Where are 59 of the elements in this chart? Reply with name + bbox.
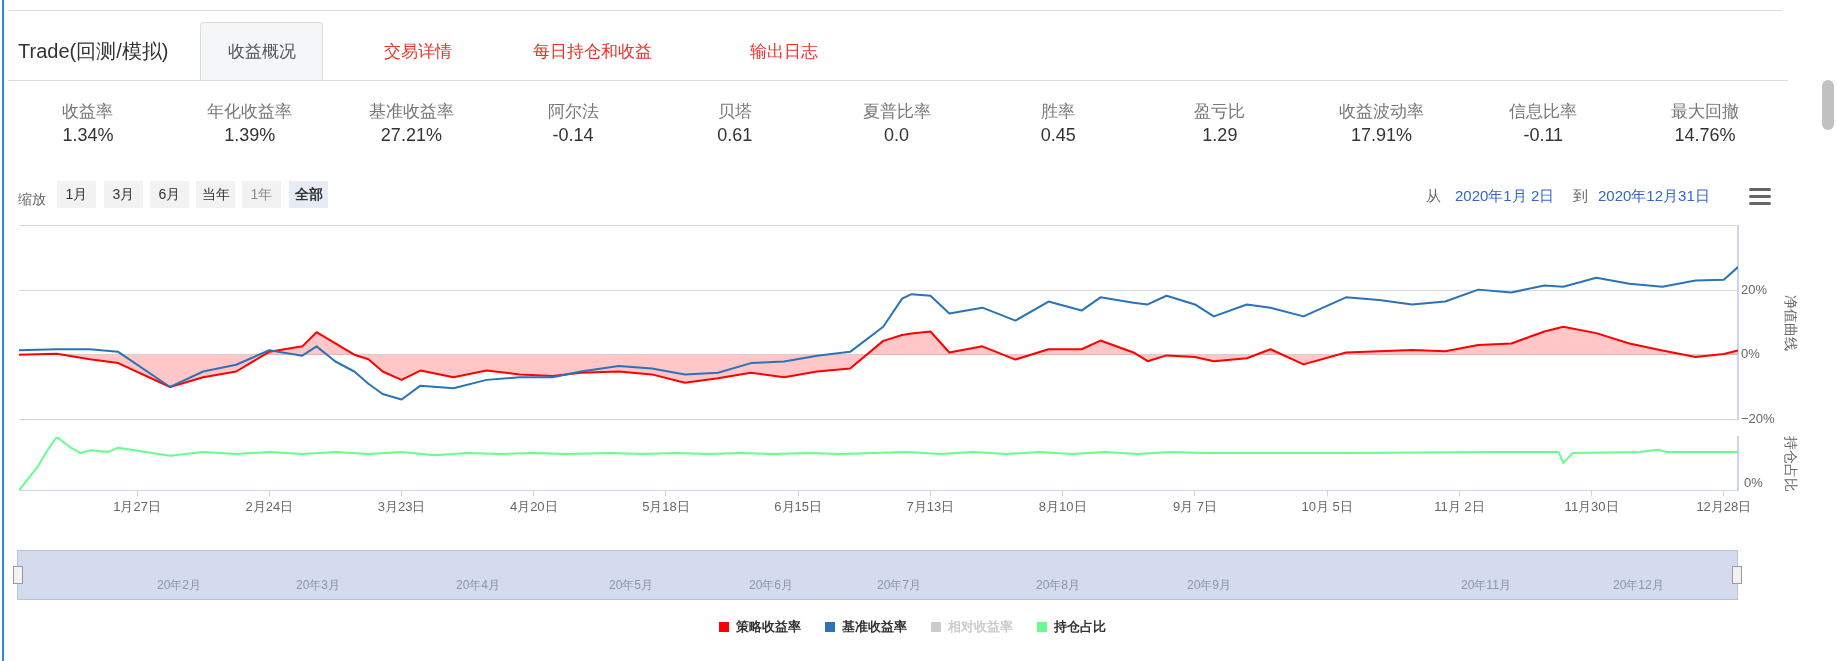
data-label: -0.14 <box>551 125 595 146</box>
x-tick-label: 6月15日 <box>774 498 823 514</box>
category-label: 贝塔 <box>717 101 753 123</box>
x-tick-label: 12月28日 <box>1696 498 1752 514</box>
x-tick-label: 9月 7日 <box>1172 498 1217 514</box>
text: 交易详情 <box>384 41 452 63</box>
category-label: 收益率 <box>62 101 114 123</box>
data-label: 1.34% <box>62 125 114 146</box>
text: 2020年1月 2日 <box>1455 187 1555 206</box>
x-tick-label: 4月20日 <box>509 498 558 514</box>
legend-label: 持仓占比 <box>1054 618 1106 636</box>
text: 2020年12月31日 <box>1598 187 1710 206</box>
text: 6月 <box>150 181 189 208</box>
legend-label: 策略收益率 <box>736 618 801 636</box>
x-tick-label: 5月18日 <box>642 498 690 514</box>
data-label: -0.11 <box>1522 125 1565 146</box>
data-label: 0.45 <box>1040 125 1076 146</box>
legend-label: 基准收益率 <box>842 618 907 636</box>
category-label: 胜率 <box>1040 101 1076 123</box>
text: 从 <box>1426 187 1441 206</box>
x-tick-label: 11月 2日 <box>1434 498 1485 514</box>
data-label: 1.39% <box>223 125 277 146</box>
data-label: 27.21% <box>379 125 443 146</box>
x-tick-label: 1月27日 <box>113 498 161 514</box>
category-label: 收益波动率 <box>1339 101 1425 123</box>
x-tick-label: 2月24日 <box>245 498 294 514</box>
data-label: 1.29 <box>1201 125 1239 146</box>
text: 输出日志 <box>750 41 818 63</box>
category-label: 年化收益率 <box>207 101 293 123</box>
y-tick-label: −20% <box>1741 410 1776 426</box>
category-label: 阿尔法 <box>547 101 599 123</box>
data-label: 0.0 <box>883 125 910 146</box>
data-label: 17.91% <box>1350 125 1414 146</box>
y-tick-label: 20% <box>1741 281 1768 297</box>
text: 收益概况 <box>200 22 323 80</box>
text: 3月 <box>104 181 143 208</box>
category-label: 基准收益率 <box>368 101 454 123</box>
y-tick-label: 0% <box>1741 346 1761 362</box>
x-tick-label: 11月30日 <box>1564 498 1619 514</box>
x-tick-label: 7月13日 <box>906 498 955 514</box>
text: 缩放 <box>18 191 46 209</box>
x-tick-label: 3月23日 <box>377 498 426 514</box>
x-tick-label: 8月10日 <box>1038 498 1087 514</box>
text: 全部 <box>289 181 328 208</box>
text: 当年 <box>196 181 235 208</box>
text: 到 <box>1573 187 1588 206</box>
text: 1年 <box>242 181 281 208</box>
data-label: 14.76% <box>1673 125 1737 146</box>
category-label: 最大回撤 <box>1671 101 1739 123</box>
text: Trade(回测/模拟) <box>18 39 169 64</box>
x-tick-label: 10月 5日 <box>1301 498 1353 514</box>
category-label: 信息比率 <box>1509 101 1578 123</box>
data-label: 0.61 <box>717 125 753 146</box>
text: 1月 <box>57 181 96 208</box>
category-label: 盈亏比 <box>1194 101 1246 123</box>
text: 每日持仓和收益 <box>532 41 652 63</box>
y-axis-title: 持仓占比 <box>1782 435 1799 492</box>
y-axis-title: 净值曲线 <box>1782 294 1799 351</box>
category-label: 夏普比率 <box>862 101 931 123</box>
